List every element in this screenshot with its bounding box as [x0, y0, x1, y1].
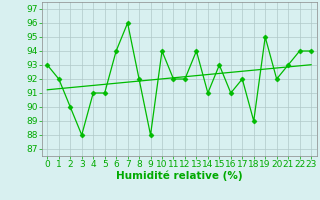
X-axis label: Humidité relative (%): Humidité relative (%) [116, 171, 243, 181]
